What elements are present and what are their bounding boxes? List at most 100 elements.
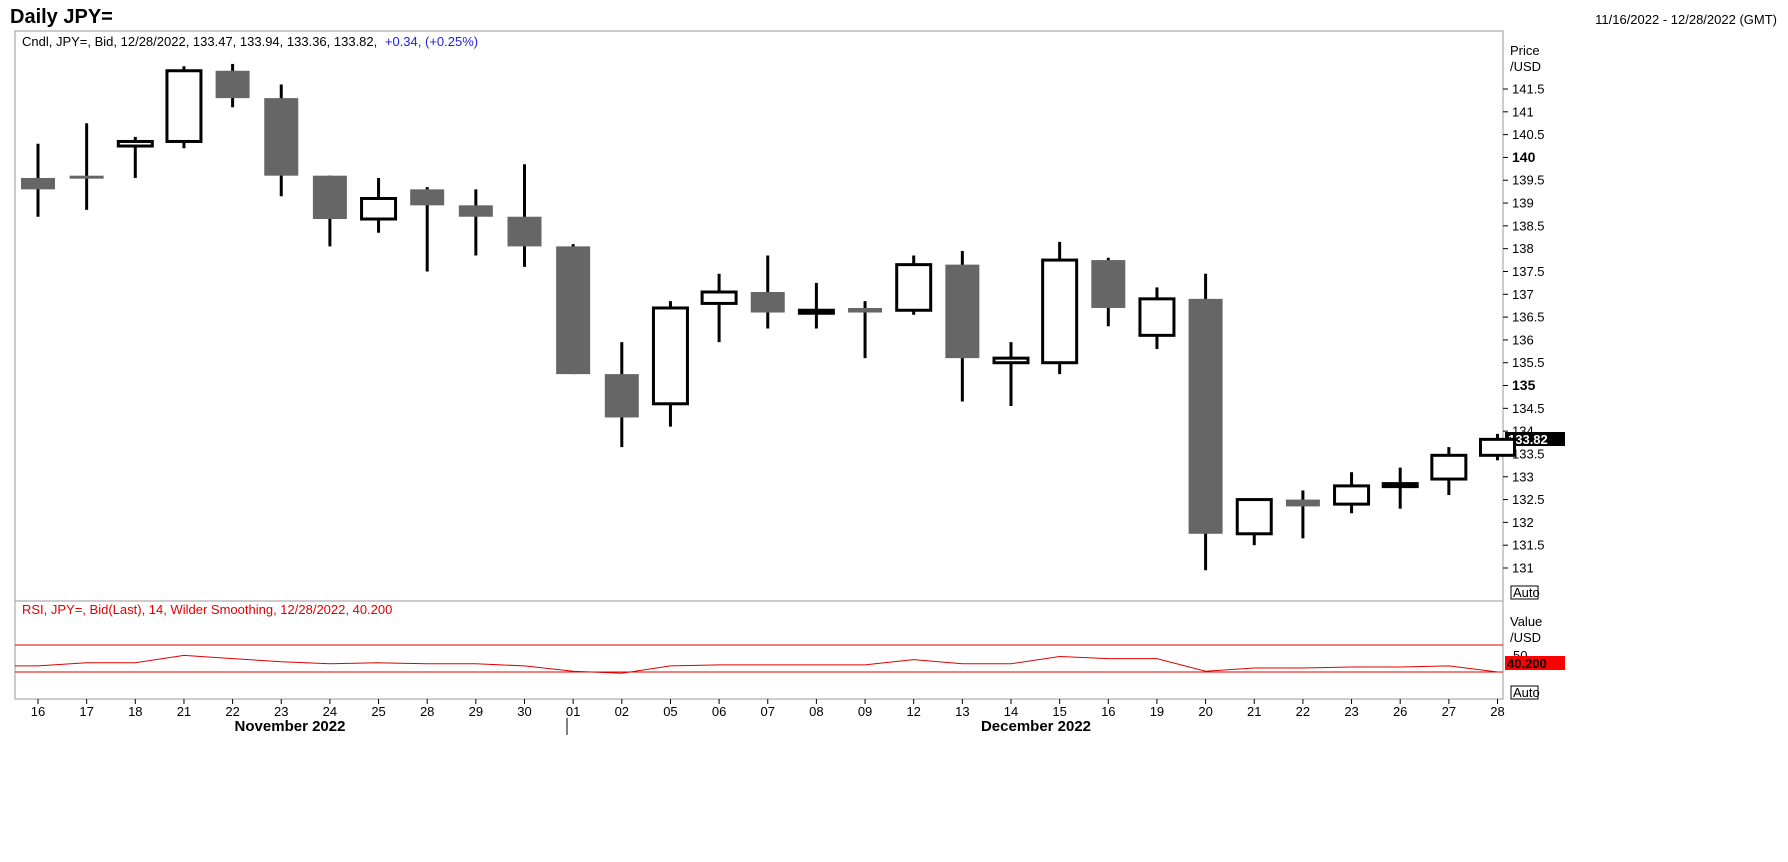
candle-body-up [116, 139, 154, 148]
candle-body-down [1285, 499, 1320, 507]
price-tick-label: 132 [1512, 515, 1534, 530]
candle-body-up [700, 290, 738, 305]
candle-body-up [1041, 258, 1079, 365]
candle [1188, 273, 1223, 571]
candle [848, 301, 883, 359]
candle-body-up [797, 308, 835, 315]
x-axis: 16 17 18 21 22 23 24 25 28 29 30 01 02 05 06 07 08 09 12 13… [31, 699, 1505, 719]
x-tick-label: 20 [1198, 704, 1212, 719]
candle-body-down [215, 70, 250, 99]
rsi-line [15, 654, 1498, 674]
x-tick-label: 22 [225, 704, 239, 719]
candle-body-down [21, 177, 55, 190]
x-tick-label: 09 [858, 704, 872, 719]
x-tick-label: 24 [323, 704, 337, 719]
candle [700, 273, 738, 343]
price-tick-label: 140.5 [1512, 127, 1545, 142]
candle-body-down [458, 205, 493, 217]
x-tick-label: 06 [712, 704, 726, 719]
candle-body-down [69, 175, 104, 179]
chart-title: Daily JPY= [10, 6, 113, 28]
price-auto-label: Auto [1513, 585, 1540, 600]
candle [556, 244, 591, 375]
x-tick-label: 14 [1004, 704, 1018, 719]
candle-body-down [312, 175, 347, 220]
candle [1041, 241, 1079, 375]
candle-body-up [1138, 297, 1176, 337]
month-label-december: December 2022 [981, 718, 1091, 735]
x-tick-label: 25 [371, 704, 385, 719]
x-tick-label: 29 [469, 704, 483, 719]
price-tick-label: 134.5 [1512, 401, 1545, 416]
price-tick-label: 141 [1512, 104, 1534, 119]
x-tick-label: 21 [1247, 704, 1261, 719]
price-info: Cndl, JPY=, Bid, 12/28/2022, 133.47, 133… [22, 34, 377, 49]
candle [1430, 447, 1468, 496]
candle [651, 301, 689, 427]
candle-body-down [1091, 260, 1126, 308]
x-tick-label: 12 [906, 704, 920, 719]
price-tick-label: 137.5 [1512, 264, 1545, 279]
candle [410, 187, 445, 272]
price-tick-label: 137 [1512, 287, 1534, 302]
candle [116, 136, 154, 178]
x-tick-label: 16 [31, 704, 45, 719]
candle [1333, 472, 1371, 514]
price-change: +0.34, (+0.25%) [385, 34, 478, 49]
price-axis-unit: /USD [1510, 59, 1541, 74]
x-tick-label: 28 [420, 704, 434, 719]
candle [992, 342, 1030, 407]
rsi-panel [14, 600, 1504, 700]
candle-body-up [1479, 437, 1516, 457]
last-price-marker [1505, 432, 1565, 446]
candle-body-up [651, 306, 689, 406]
candle [360, 177, 398, 233]
candle [21, 143, 55, 217]
candle-body-down [604, 374, 639, 418]
candle [215, 63, 250, 108]
x-tick-label: 01 [566, 704, 580, 719]
x-tick-label: 05 [663, 704, 677, 719]
price-tick-label: 139 [1512, 196, 1534, 211]
x-tick-label: 07 [761, 704, 775, 719]
candle-body-up [992, 356, 1030, 365]
x-tick-label: 19 [1150, 704, 1164, 719]
candle-body-up [895, 263, 933, 312]
candle [165, 66, 203, 149]
candle [604, 342, 639, 448]
x-tick-label: 26 [1393, 704, 1407, 719]
candles [21, 63, 1516, 571]
candle [1138, 287, 1176, 350]
candle-body-down [1188, 298, 1223, 534]
price-tick-label: 139.5 [1512, 173, 1545, 188]
price-axis-title: Price [1510, 43, 1540, 58]
candle [895, 255, 933, 315]
x-tick-label: 08 [809, 704, 823, 719]
candle [1235, 498, 1273, 546]
svg-text:Cndl, JPY=, Bid, 12/28/2022, 1: Cndl, JPY=, Bid, 12/28/2022, 133.47, 133… [22, 34, 478, 49]
x-tick-label: 30 [517, 704, 531, 719]
month-label-november: November 2022 [235, 718, 346, 735]
price-tick-label: 136.5 [1512, 310, 1545, 325]
candle-body-down [945, 264, 980, 359]
x-tick-label: 13 [955, 704, 969, 719]
price-tick-label: 131.5 [1512, 538, 1545, 553]
rsi-last-label: 40.200 [1507, 656, 1547, 671]
candle [797, 282, 835, 329]
x-tick-label: 28 [1490, 704, 1504, 719]
candle [750, 255, 785, 329]
x-tick-label: 17 [79, 704, 93, 719]
candle-body-up [360, 196, 398, 221]
candle [69, 123, 104, 210]
candle [1381, 467, 1419, 509]
price-tick-label: 136 [1512, 332, 1534, 347]
price-tick-label: 138 [1512, 241, 1534, 256]
price-tick-label: 132.5 [1512, 492, 1545, 507]
price-tick-label: 135.5 [1512, 355, 1545, 370]
price-tick-label: 131 [1512, 561, 1534, 576]
rsi-auto-button[interactable] [1510, 685, 1539, 700]
x-tick-label: 18 [128, 704, 142, 719]
price-tick-label: 141.5 [1512, 82, 1545, 97]
price-auto-button[interactable] [1510, 585, 1539, 600]
